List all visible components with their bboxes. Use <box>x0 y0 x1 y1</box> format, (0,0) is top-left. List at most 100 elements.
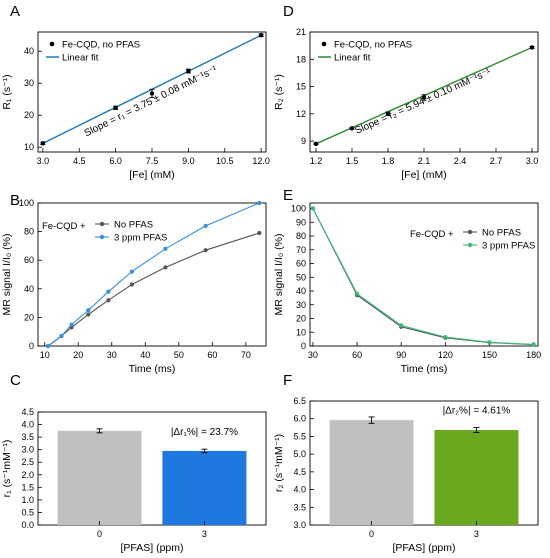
x-axis-label: [PFAS] (ppm) <box>392 542 455 554</box>
y-tick-label: 100 <box>19 198 34 208</box>
x-tick-label: 2.7 <box>490 156 503 166</box>
y-tick-label: 20 <box>24 110 34 120</box>
x-tick-label: 90 <box>396 350 406 360</box>
x-tick-label: 180 <box>526 350 541 360</box>
y-tick-label: 70 <box>296 245 306 255</box>
data-point <box>69 322 74 327</box>
data-point <box>163 246 168 251</box>
y-tick-label: 60 <box>24 255 34 265</box>
x-tick-label: 12.0 <box>252 156 270 166</box>
x-tick-label: 50 <box>174 350 184 360</box>
y-tick-label: 1.5 <box>21 482 34 492</box>
slope-annotation: Slope = r₁ = 3.75 ± 0.08 mM⁻¹s⁻¹ <box>83 64 220 139</box>
y-tick-label: 12 <box>296 109 306 119</box>
data-point <box>354 291 360 296</box>
y-tick-label: 18 <box>296 54 306 64</box>
y-tick-label: 0 <box>29 341 34 351</box>
data-point <box>310 206 316 211</box>
x-tick-label: 3 <box>474 529 479 539</box>
panel-label: A <box>10 3 20 20</box>
x-tick-label: 30 <box>308 350 318 360</box>
data-point <box>129 269 134 274</box>
data-point <box>186 68 191 74</box>
x-tick-label: 6.0 <box>109 156 122 166</box>
legend-label: No PFAS <box>482 228 521 239</box>
x-tick-label: 9.0 <box>182 156 195 166</box>
y-tick-label: 1.0 <box>21 495 34 505</box>
y-tick-label: 40 <box>296 286 306 296</box>
data-point <box>106 298 111 303</box>
y-tick-label: 4.0 <box>293 485 306 495</box>
legend-label: 3 ppm PFAS <box>114 233 167 244</box>
panel-c: C 0.0 0.5 1.0 1.5 2.0 2.5 3.0 3.5 4.0 4.5 [PFAS] (p… <box>1 372 267 554</box>
x-tick-label: 1.8 <box>382 156 395 166</box>
y-tick-label: 80 <box>24 227 34 237</box>
data-point <box>443 334 448 340</box>
data-point <box>45 343 51 349</box>
data-point <box>86 308 91 313</box>
y-tick-label: 3.5 <box>293 502 306 512</box>
y-axis-label: r₁ (s⁻¹mM⁻¹) <box>1 440 13 498</box>
y-tick-label: 30 <box>296 300 306 310</box>
panel-a: A 10 20 30 40 3.0 4.5 6.0 7.5 9.0 10.5 12.0 [Fe] (mM… <box>1 3 270 181</box>
x-tick-label: 120 <box>438 350 453 360</box>
data-point <box>203 223 208 228</box>
plot-frame <box>37 202 267 347</box>
slope-annotation: Slope = r₂ = 5.94 ± 0.10 mM⁻¹s⁻¹ <box>354 66 494 136</box>
x-tick-label: 3 <box>202 529 207 539</box>
panel-label: F <box>283 372 292 389</box>
x-tick-label: 10.5 <box>216 156 234 166</box>
series-line-no-pfas <box>47 232 260 347</box>
legend-label: Linear fit <box>334 53 371 64</box>
panel-f: F 3.0 3.5 4.0 4.5 5.0 5.5 6.0 6.5 [PFAS] (ppm) r₂ … <box>273 372 539 554</box>
legend-marker <box>99 234 105 240</box>
y-tick-label: 4.5 <box>21 407 34 417</box>
legend-marker <box>467 242 473 248</box>
delta-annotation: |Δr₁%| = 23.7% <box>171 427 238 438</box>
y-tick-label: 50 <box>296 272 306 282</box>
panel-b: B 0 20 40 60 80 100 10 20 30 40 50 60 70 Time (ms) MR s… <box>1 192 267 375</box>
y-axis-label: R₁ (s⁻¹) <box>1 74 13 109</box>
data-point <box>257 230 262 236</box>
delta-annotation: |Δr₂%| = 4.61% <box>443 406 511 417</box>
y-tick-label: 3.0 <box>21 445 34 455</box>
x-axis-label: Time (ms) <box>129 363 176 375</box>
x-tick-label: 2.1 <box>418 156 431 166</box>
y-tick-label: 9 <box>301 136 306 146</box>
bar <box>162 450 247 525</box>
data-point <box>257 200 262 206</box>
data-point <box>129 282 134 287</box>
x-axis-label: [PFAS] (ppm) <box>120 542 183 554</box>
legend-label: 3 ppm PFAS <box>482 241 535 252</box>
y-tick-label: 10 <box>24 142 34 152</box>
data-point <box>313 141 319 147</box>
data-point <box>113 105 118 111</box>
bar <box>329 420 414 525</box>
data-point <box>59 333 64 339</box>
plot-frame <box>309 202 539 347</box>
x-tick-label: 150 <box>482 350 497 360</box>
data-point <box>385 111 391 117</box>
x-tick-label: 1.2 <box>310 156 323 166</box>
y-tick-label: 4.0 <box>21 420 34 430</box>
y-axis-label: R₂ (s⁻¹) <box>273 74 285 110</box>
y-axis-label: MR signal I/I₀ (%) <box>1 234 13 316</box>
x-axis-label: Time (ms) <box>401 363 448 375</box>
y-tick-label: 3.5 <box>21 432 34 442</box>
y-tick-label: 10 <box>296 327 306 337</box>
x-tick-label: 2.4 <box>454 156 467 166</box>
data-point <box>40 141 46 146</box>
data-point <box>421 95 427 100</box>
y-tick-label: 0.5 <box>21 507 34 517</box>
y-tick-label: 21 <box>296 27 306 37</box>
x-tick-label: 40 <box>140 350 150 360</box>
y-tick-label: 5.5 <box>293 431 306 441</box>
x-tick-label: 20 <box>73 350 83 360</box>
legend-label: Linear fit <box>62 53 99 64</box>
x-tick-label: 60 <box>207 350 217 360</box>
legend-marker <box>467 229 473 235</box>
legend-prefix: Fe-CQD + <box>42 221 86 232</box>
y-tick-label: 80 <box>296 231 306 241</box>
data-point <box>529 45 535 50</box>
y-tick-label: 30 <box>24 78 34 88</box>
